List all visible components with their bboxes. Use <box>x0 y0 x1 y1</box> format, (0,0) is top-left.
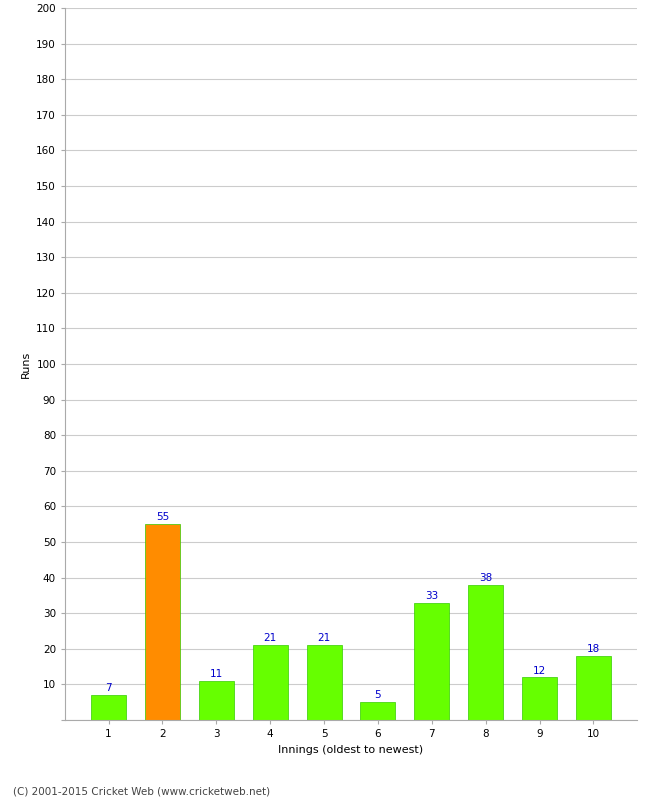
Bar <box>468 585 503 720</box>
Text: 21: 21 <box>317 634 331 643</box>
Bar <box>576 656 611 720</box>
Bar <box>522 678 557 720</box>
Text: 55: 55 <box>156 513 169 522</box>
Bar <box>414 602 449 720</box>
Bar <box>91 695 126 720</box>
Text: 38: 38 <box>479 573 492 583</box>
Text: 18: 18 <box>587 644 600 654</box>
Bar <box>307 646 341 720</box>
Text: (C) 2001-2015 Cricket Web (www.cricketweb.net): (C) 2001-2015 Cricket Web (www.cricketwe… <box>13 786 270 796</box>
Text: 33: 33 <box>425 590 439 601</box>
Bar <box>145 524 180 720</box>
Bar <box>199 681 234 720</box>
Text: 12: 12 <box>533 666 546 675</box>
Text: 7: 7 <box>105 683 112 694</box>
Text: 21: 21 <box>263 634 277 643</box>
Bar <box>253 646 288 720</box>
Y-axis label: Runs: Runs <box>21 350 31 378</box>
X-axis label: Innings (oldest to newest): Innings (oldest to newest) <box>278 745 424 754</box>
Text: 11: 11 <box>210 669 223 679</box>
Text: 5: 5 <box>374 690 382 701</box>
Bar <box>361 702 395 720</box>
